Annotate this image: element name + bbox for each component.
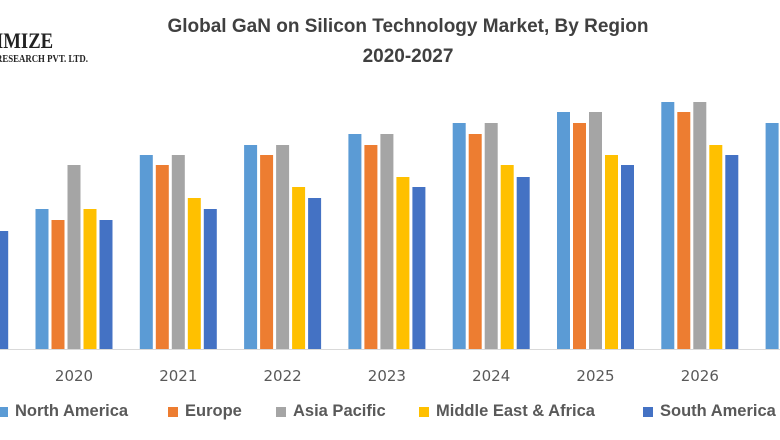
x-tick-label: 2021 (159, 367, 197, 385)
bar-asia-pacific-2021 (171, 155, 185, 349)
bar-north-america-2026 (661, 102, 675, 349)
bar-europe-2020 (51, 220, 65, 349)
legend-label: Europe (185, 402, 242, 420)
bar-middle-east-africa-2020 (83, 209, 97, 349)
company-logo: IMIZE RESEARCH PVT. LTD. (0, 30, 111, 65)
bar-south-america-partial (0, 231, 9, 349)
bar-europe-2025 (573, 123, 586, 349)
bar-asia-pacific-2024 (484, 123, 498, 349)
logo-line-1: IMIZE (0, 28, 54, 53)
bar-asia-pacific-2022 (276, 145, 290, 349)
legend-swatch (643, 406, 653, 417)
bar-europe-2024 (468, 134, 482, 349)
bar-north-america-2023 (348, 134, 362, 349)
bar-europe-2023 (364, 145, 378, 349)
bar-middle-east-africa-2021 (187, 198, 201, 349)
bar-middle-east-africa-2023 (396, 177, 410, 349)
bar-europe-2022 (260, 155, 274, 349)
bar-south-america-2022 (308, 198, 322, 349)
x-tick-label: 2022 (264, 367, 302, 385)
legend-item: Middle East & Africa (419, 402, 595, 421)
bar-south-america-2026 (725, 155, 739, 349)
legend-swatch (419, 406, 429, 417)
x-tick-label: 2024 (472, 367, 510, 385)
chart-title: Global GaN on Silicon Technology Market,… (167, 16, 649, 37)
bar-south-america-2025 (621, 165, 634, 349)
bar-north-america-2020 (35, 209, 49, 349)
bar-south-america-2023 (412, 187, 426, 349)
legend-item: South America (643, 402, 776, 421)
bar-south-america-2021 (203, 209, 217, 349)
legend-item: Europe (168, 402, 242, 421)
legend-swatch (0, 406, 8, 417)
bar-middle-east-africa-2026 (709, 145, 723, 349)
bar-asia-pacific-2020 (67, 165, 81, 349)
legend-swatch (276, 406, 286, 417)
bar-north-america-partial (765, 123, 779, 349)
legend: North America Europe Asia Pacific Middle Ea… (0, 402, 780, 426)
bar-middle-east-africa-2022 (292, 187, 306, 349)
bar-europe-2026 (677, 112, 691, 349)
bar-south-america-2024 (516, 177, 530, 349)
bar-north-america-2025 (557, 112, 570, 349)
bar-middle-east-africa-2025 (605, 155, 618, 349)
legend-label: North America (15, 402, 129, 420)
x-tick-label: 2026 (681, 367, 719, 385)
legend-label: South America (660, 402, 776, 420)
x-tick-label: 2023 (368, 367, 406, 385)
legend-label: Middle East & Africa (436, 402, 595, 420)
logo-line-2: RESEARCH PVT. LTD. (0, 53, 88, 65)
bar-south-america-2020 (99, 220, 113, 349)
bar-asia-pacific-2025 (589, 112, 602, 349)
bar-asia-pacific-2023 (380, 134, 394, 349)
legend-swatch (168, 406, 178, 417)
bar-middle-east-africa-2024 (500, 165, 514, 349)
legend-label: Asia Pacific (293, 402, 386, 420)
x-tick-label: 2025 (576, 367, 614, 385)
bar-north-america-2021 (139, 155, 153, 349)
bar-europe-2021 (155, 165, 169, 349)
bar-north-america-2024 (452, 123, 466, 349)
bar-asia-pacific-2026 (693, 102, 707, 349)
bar-north-america-2022 (244, 145, 258, 349)
legend-item: Asia Pacific (276, 402, 386, 421)
legend-item: North America (0, 402, 128, 421)
chart-subtitle: 2020-2027 (362, 46, 454, 67)
x-tick-label: 2020 (55, 367, 93, 385)
